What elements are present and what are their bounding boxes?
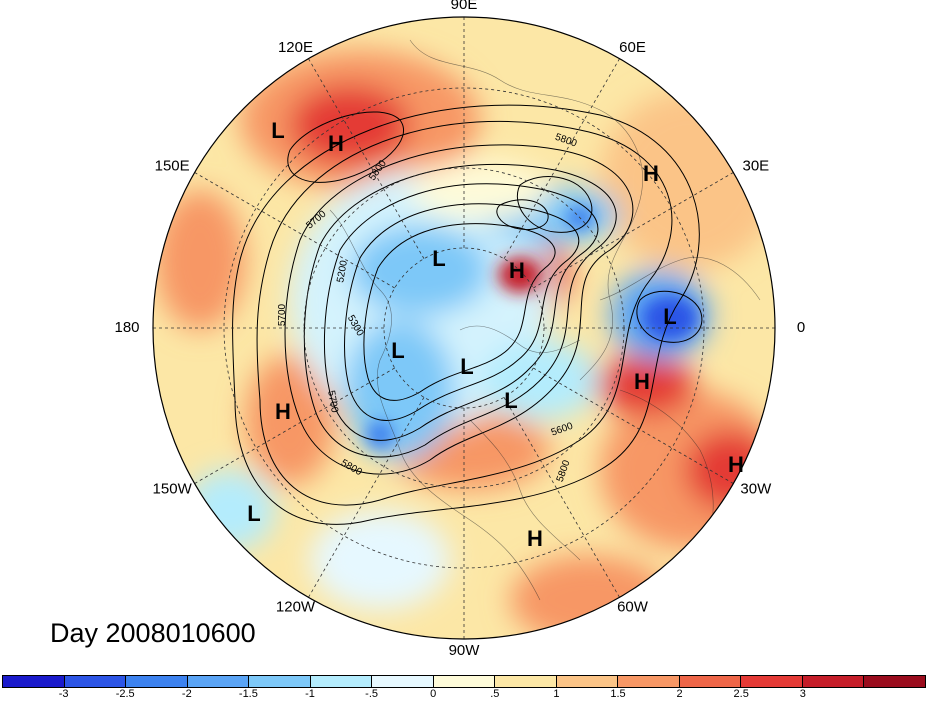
longitude-label: 120E <box>278 39 313 56</box>
coastlines <box>329 39 761 601</box>
colorbar-swatch <box>802 676 865 687</box>
pressure-centers: L H H L H L L L H L H L H H <box>247 118 744 551</box>
colorbar-tick-label: 1 <box>553 688 560 700</box>
map-title: Day 2008010600 <box>50 618 256 648</box>
colorbar-tick-label: 0 <box>430 688 437 700</box>
colorbar-swatch <box>64 676 127 687</box>
high-pressure-label: H <box>527 526 543 551</box>
colorbar-swatch <box>679 676 742 687</box>
low-pressure-label: L <box>271 118 284 143</box>
longitude-label: 30W <box>740 480 772 497</box>
colorbar-swatch <box>556 676 619 687</box>
colorbar-swatch <box>3 676 65 687</box>
longitude-label: 60W <box>617 599 649 616</box>
colorbar-tick-label: 1.5 <box>610 688 626 700</box>
colorbar-tick-label: -2.5 <box>115 688 135 700</box>
colorbar-tick-label: -.5 <box>365 688 379 700</box>
low-pressure-label: L <box>391 338 404 363</box>
colorbar-tick-label: 2.5 <box>733 688 749 700</box>
colorbar-swatch <box>495 676 557 687</box>
high-pressure-label: H <box>728 452 744 477</box>
longitude-label: 30E <box>742 157 769 174</box>
longitude-label: 60E <box>619 39 646 56</box>
colorbar-ticks: -3 -2.5 -2 -1.5 -1 -.5 0 .5 1 1.5 2 2.5 3 <box>0 688 928 702</box>
colorbar-swatch <box>618 676 680 687</box>
high-pressure-label: H <box>643 161 659 186</box>
colorbar-tick-label: -3 <box>58 688 69 700</box>
contour-label: 5700 <box>277 303 288 326</box>
colorbar-swatch <box>187 676 250 687</box>
colorbar-swatch <box>864 676 925 687</box>
colorbar-swatch <box>372 676 434 687</box>
colorbar-swatch <box>249 676 311 687</box>
contour-label: 5200 <box>335 259 350 283</box>
low-pressure-label: L <box>247 501 260 526</box>
colorbar-swatch <box>126 676 188 687</box>
longitude-label: 120W <box>276 599 316 616</box>
longitude-label: 150E <box>155 157 190 174</box>
graticule <box>153 17 775 639</box>
high-pressure-label: H <box>275 399 291 424</box>
colorbar-swatch <box>741 676 803 687</box>
high-pressure-label: H <box>328 131 344 156</box>
high-pressure-label: H <box>509 258 525 283</box>
colorbar-tick-label: -2 <box>181 688 192 700</box>
longitude-labels: 90E 60E 30E 0 30W 60W 90W 120W 150W 180 150E 120E <box>114 0 805 659</box>
colorbar-swatch <box>310 676 373 687</box>
longitude-label: 150W <box>153 480 193 497</box>
low-pressure-label: L <box>460 354 473 379</box>
high-pressure-label: H <box>634 369 650 394</box>
colorbar-tick-label: -1.5 <box>238 688 258 700</box>
low-pressure-label: L <box>432 246 445 271</box>
colorbar-tick-label: -1 <box>305 688 315 700</box>
longitude-label: 0 <box>797 319 805 336</box>
longitude-label: 180 <box>114 319 139 336</box>
colorbar-swatch <box>433 676 496 687</box>
low-pressure-label: L <box>504 388 517 413</box>
colorbar-tick-label: 3 <box>799 688 806 700</box>
colorbar <box>2 675 926 688</box>
height-contours <box>232 104 703 525</box>
contour-label: 5700 <box>325 390 340 414</box>
low-pressure-label: L <box>663 304 676 329</box>
colorbar-tick-label: .5 <box>490 688 500 700</box>
map-border <box>152 16 776 640</box>
longitude-label: 90E <box>451 0 478 13</box>
longitude-label: 90W <box>449 642 481 659</box>
colorbar-tick-label: 2 <box>676 688 683 700</box>
